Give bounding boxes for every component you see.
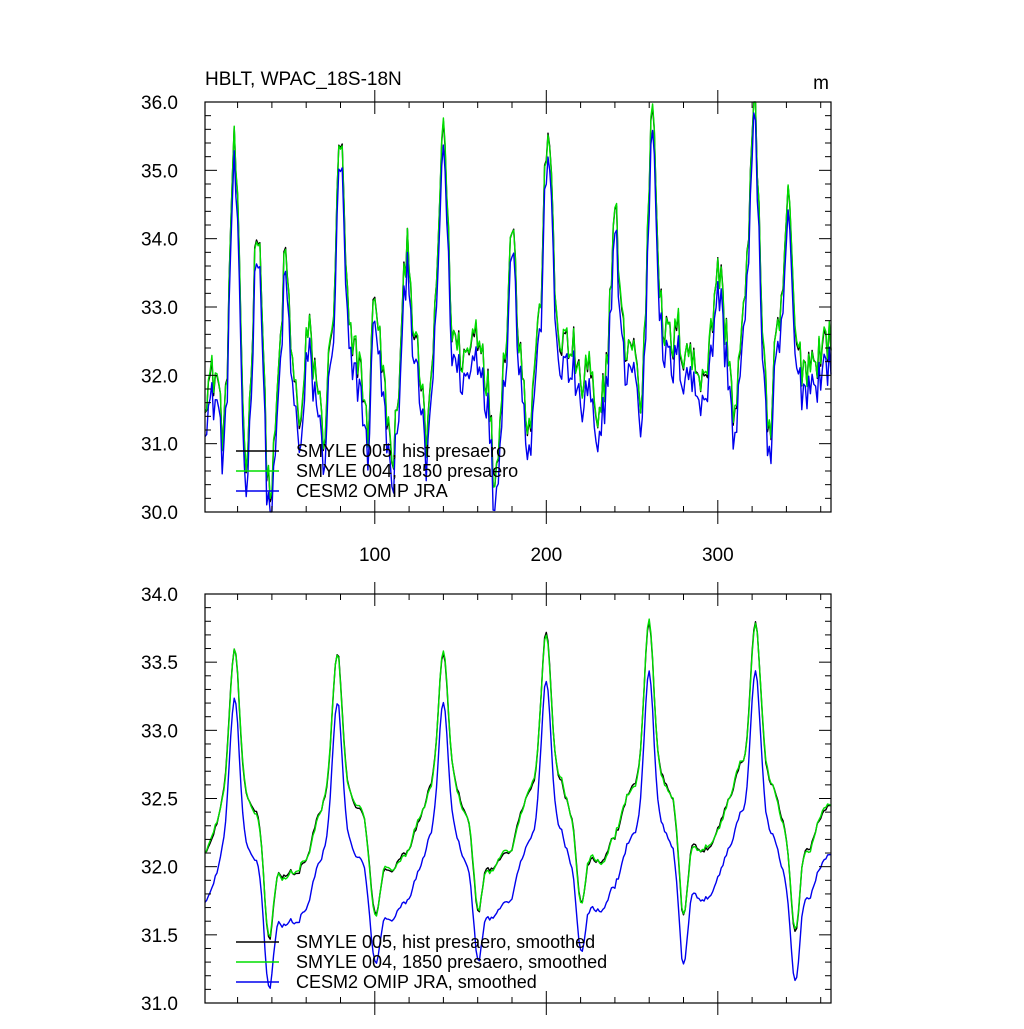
- y-tick-label: 31.0: [141, 994, 178, 1015]
- legend-label-3: CESM2 OMIP JRA: [296, 481, 448, 501]
- series-line-1: [204, 621, 831, 940]
- x-tick-label: 300: [702, 545, 734, 566]
- series-line-2: [204, 618, 832, 938]
- legend-label-3: CESM2 OMIP JRA, smoothed: [296, 972, 537, 992]
- series-line-3: [204, 112, 832, 513]
- y-tick-label: 31.0: [141, 435, 178, 456]
- units-label: m: [813, 73, 829, 94]
- y-tick-label: 30.0: [141, 503, 178, 524]
- legend-label-2: SMYLE 004, 1850 presaero: [296, 461, 518, 481]
- legend: SMYLE 005, hist presaero, smoothedSMYLE …: [236, 932, 607, 992]
- chart-title: HBLT, WPAC_18S-18N: [205, 69, 402, 90]
- top-panel: 30.0 31.0 32.0 33.0 34.0 35.0 36.0 100 200 300 HBL…: [141, 69, 832, 566]
- series-lines: [204, 101, 832, 513]
- y-tick-label: 35.0: [141, 161, 178, 182]
- y-tick-label: 34.0: [141, 230, 178, 251]
- x-tick-label: 100: [359, 545, 391, 566]
- y-tick-label: 32.5: [141, 790, 178, 811]
- y-tick-label: 33.5: [141, 653, 178, 674]
- y-tick-label: 34.0: [141, 585, 178, 606]
- y-tick-label: 32.0: [141, 858, 178, 879]
- legend-label-2: SMYLE 004, 1850 presaero, smoothed: [296, 952, 607, 972]
- series-line-2: [204, 101, 832, 499]
- y-tick-label: 32.0: [141, 366, 178, 387]
- series-lines: [204, 618, 832, 989]
- legend-label-1: SMYLE 005, hist presaero: [296, 441, 506, 461]
- y-tick-label: 33.0: [141, 298, 178, 319]
- bottom-panel: 31.0 31.5 32.0 32.5 33.0 33.5 34.0 SMYLE 005, h…: [141, 582, 832, 1015]
- x-tick-label: 200: [530, 545, 562, 566]
- y-tick-label: 36.0: [141, 93, 178, 114]
- series-line-3: [204, 670, 831, 989]
- y-tick-label: 31.5: [141, 926, 178, 947]
- y-tick-label: 33.0: [141, 721, 178, 742]
- legend-label-1: SMYLE 005, hist presaero, smoothed: [296, 932, 595, 952]
